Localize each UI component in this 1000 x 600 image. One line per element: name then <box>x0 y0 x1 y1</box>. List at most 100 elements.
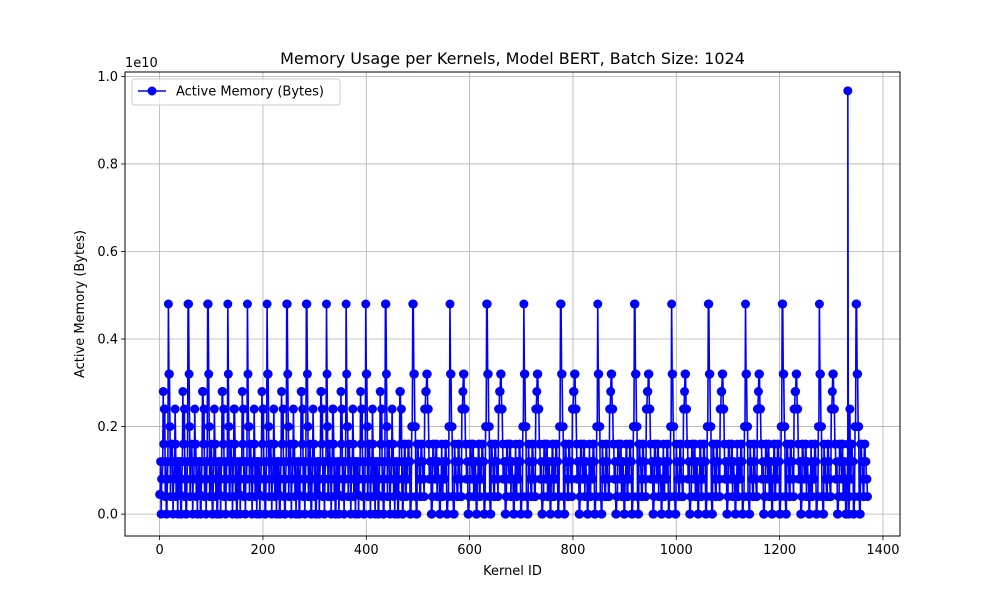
data-point <box>649 509 659 519</box>
data-point <box>159 439 169 449</box>
data-point <box>602 439 612 449</box>
chart-title: Memory Usage per Kernels, Model BERT, Ba… <box>280 49 745 68</box>
data-point <box>381 369 391 379</box>
x-tick-label: 400 <box>354 543 379 558</box>
data-point <box>261 474 271 484</box>
data-point <box>638 439 648 449</box>
data-point <box>464 509 474 519</box>
data-point <box>209 404 219 414</box>
data-point <box>718 369 728 379</box>
data-point <box>496 369 506 379</box>
data-point <box>288 404 298 414</box>
data-point <box>379 474 389 484</box>
data-point <box>308 404 318 414</box>
data-point <box>317 404 327 414</box>
data-point <box>750 457 760 467</box>
y-tick-label: 0.8 <box>97 157 118 172</box>
data-point <box>162 509 172 519</box>
data-point <box>375 387 385 397</box>
data-point <box>569 387 579 397</box>
data-point <box>715 492 725 502</box>
data-point <box>704 299 714 309</box>
data-point <box>713 457 723 467</box>
data-point <box>258 404 268 414</box>
data-point <box>847 439 857 449</box>
data-point <box>478 439 488 449</box>
data-point <box>303 422 313 432</box>
data-point <box>607 369 617 379</box>
data-point <box>589 439 599 449</box>
data-point <box>223 299 233 309</box>
data-point <box>805 509 815 519</box>
data-point <box>514 474 524 484</box>
data-point <box>706 422 716 432</box>
data-point <box>249 404 259 414</box>
data-point <box>442 509 452 519</box>
data-point <box>645 404 655 414</box>
data-point <box>221 509 231 519</box>
data-point <box>731 509 741 519</box>
data-point <box>257 439 267 449</box>
data-point <box>300 474 310 484</box>
data-point <box>546 509 556 519</box>
data-point <box>202 474 212 484</box>
legend: Active Memory (Bytes) <box>131 78 341 106</box>
x-tick-label: 200 <box>251 543 276 558</box>
data-point <box>179 404 189 414</box>
data-point <box>826 492 836 502</box>
data-point <box>490 439 500 449</box>
data-point <box>626 457 636 467</box>
data-point <box>421 387 431 397</box>
data-point <box>362 422 372 432</box>
data-point <box>848 457 858 467</box>
data-point <box>812 509 822 519</box>
data-point <box>639 457 649 467</box>
data-point <box>611 509 621 519</box>
data-point <box>342 369 352 379</box>
data-point <box>497 404 507 414</box>
data-point <box>516 509 526 519</box>
data-point <box>833 509 843 519</box>
data-point <box>244 422 254 432</box>
data-point <box>699 439 709 449</box>
data-point <box>809 474 819 484</box>
data-point <box>218 439 228 449</box>
data-point <box>264 422 274 432</box>
data-point <box>302 299 312 309</box>
data-point <box>862 492 872 502</box>
data-point <box>184 299 194 309</box>
data-point <box>322 299 331 309</box>
data-point <box>368 439 378 449</box>
data-point <box>671 509 681 519</box>
data-point <box>824 457 834 467</box>
data-point <box>289 439 299 449</box>
data-point <box>484 422 494 432</box>
y-axis: 0.0 0.2 0.4 0.6 0.8 1.0 <box>97 70 125 523</box>
data-point <box>182 474 192 484</box>
data-point <box>486 509 496 519</box>
data-point <box>828 369 838 379</box>
data-point <box>403 474 413 484</box>
y-tick-label: 0.0 <box>97 508 118 523</box>
data-point <box>501 509 511 519</box>
data-point <box>408 299 418 309</box>
data-point <box>678 492 688 502</box>
data-point <box>853 369 863 379</box>
data-point <box>567 492 577 502</box>
data-point <box>700 457 710 467</box>
data-point <box>224 422 234 432</box>
data-point <box>528 439 538 449</box>
data-point <box>328 404 338 414</box>
data-point <box>719 404 729 414</box>
data-point <box>823 439 833 449</box>
data-point <box>588 474 598 484</box>
data-point <box>537 509 547 519</box>
data-point <box>590 509 600 519</box>
data-point <box>241 474 251 484</box>
data-point <box>336 387 346 397</box>
data-point <box>320 474 330 484</box>
data-point <box>198 387 208 397</box>
data-point <box>825 474 835 484</box>
data-point <box>210 439 220 449</box>
